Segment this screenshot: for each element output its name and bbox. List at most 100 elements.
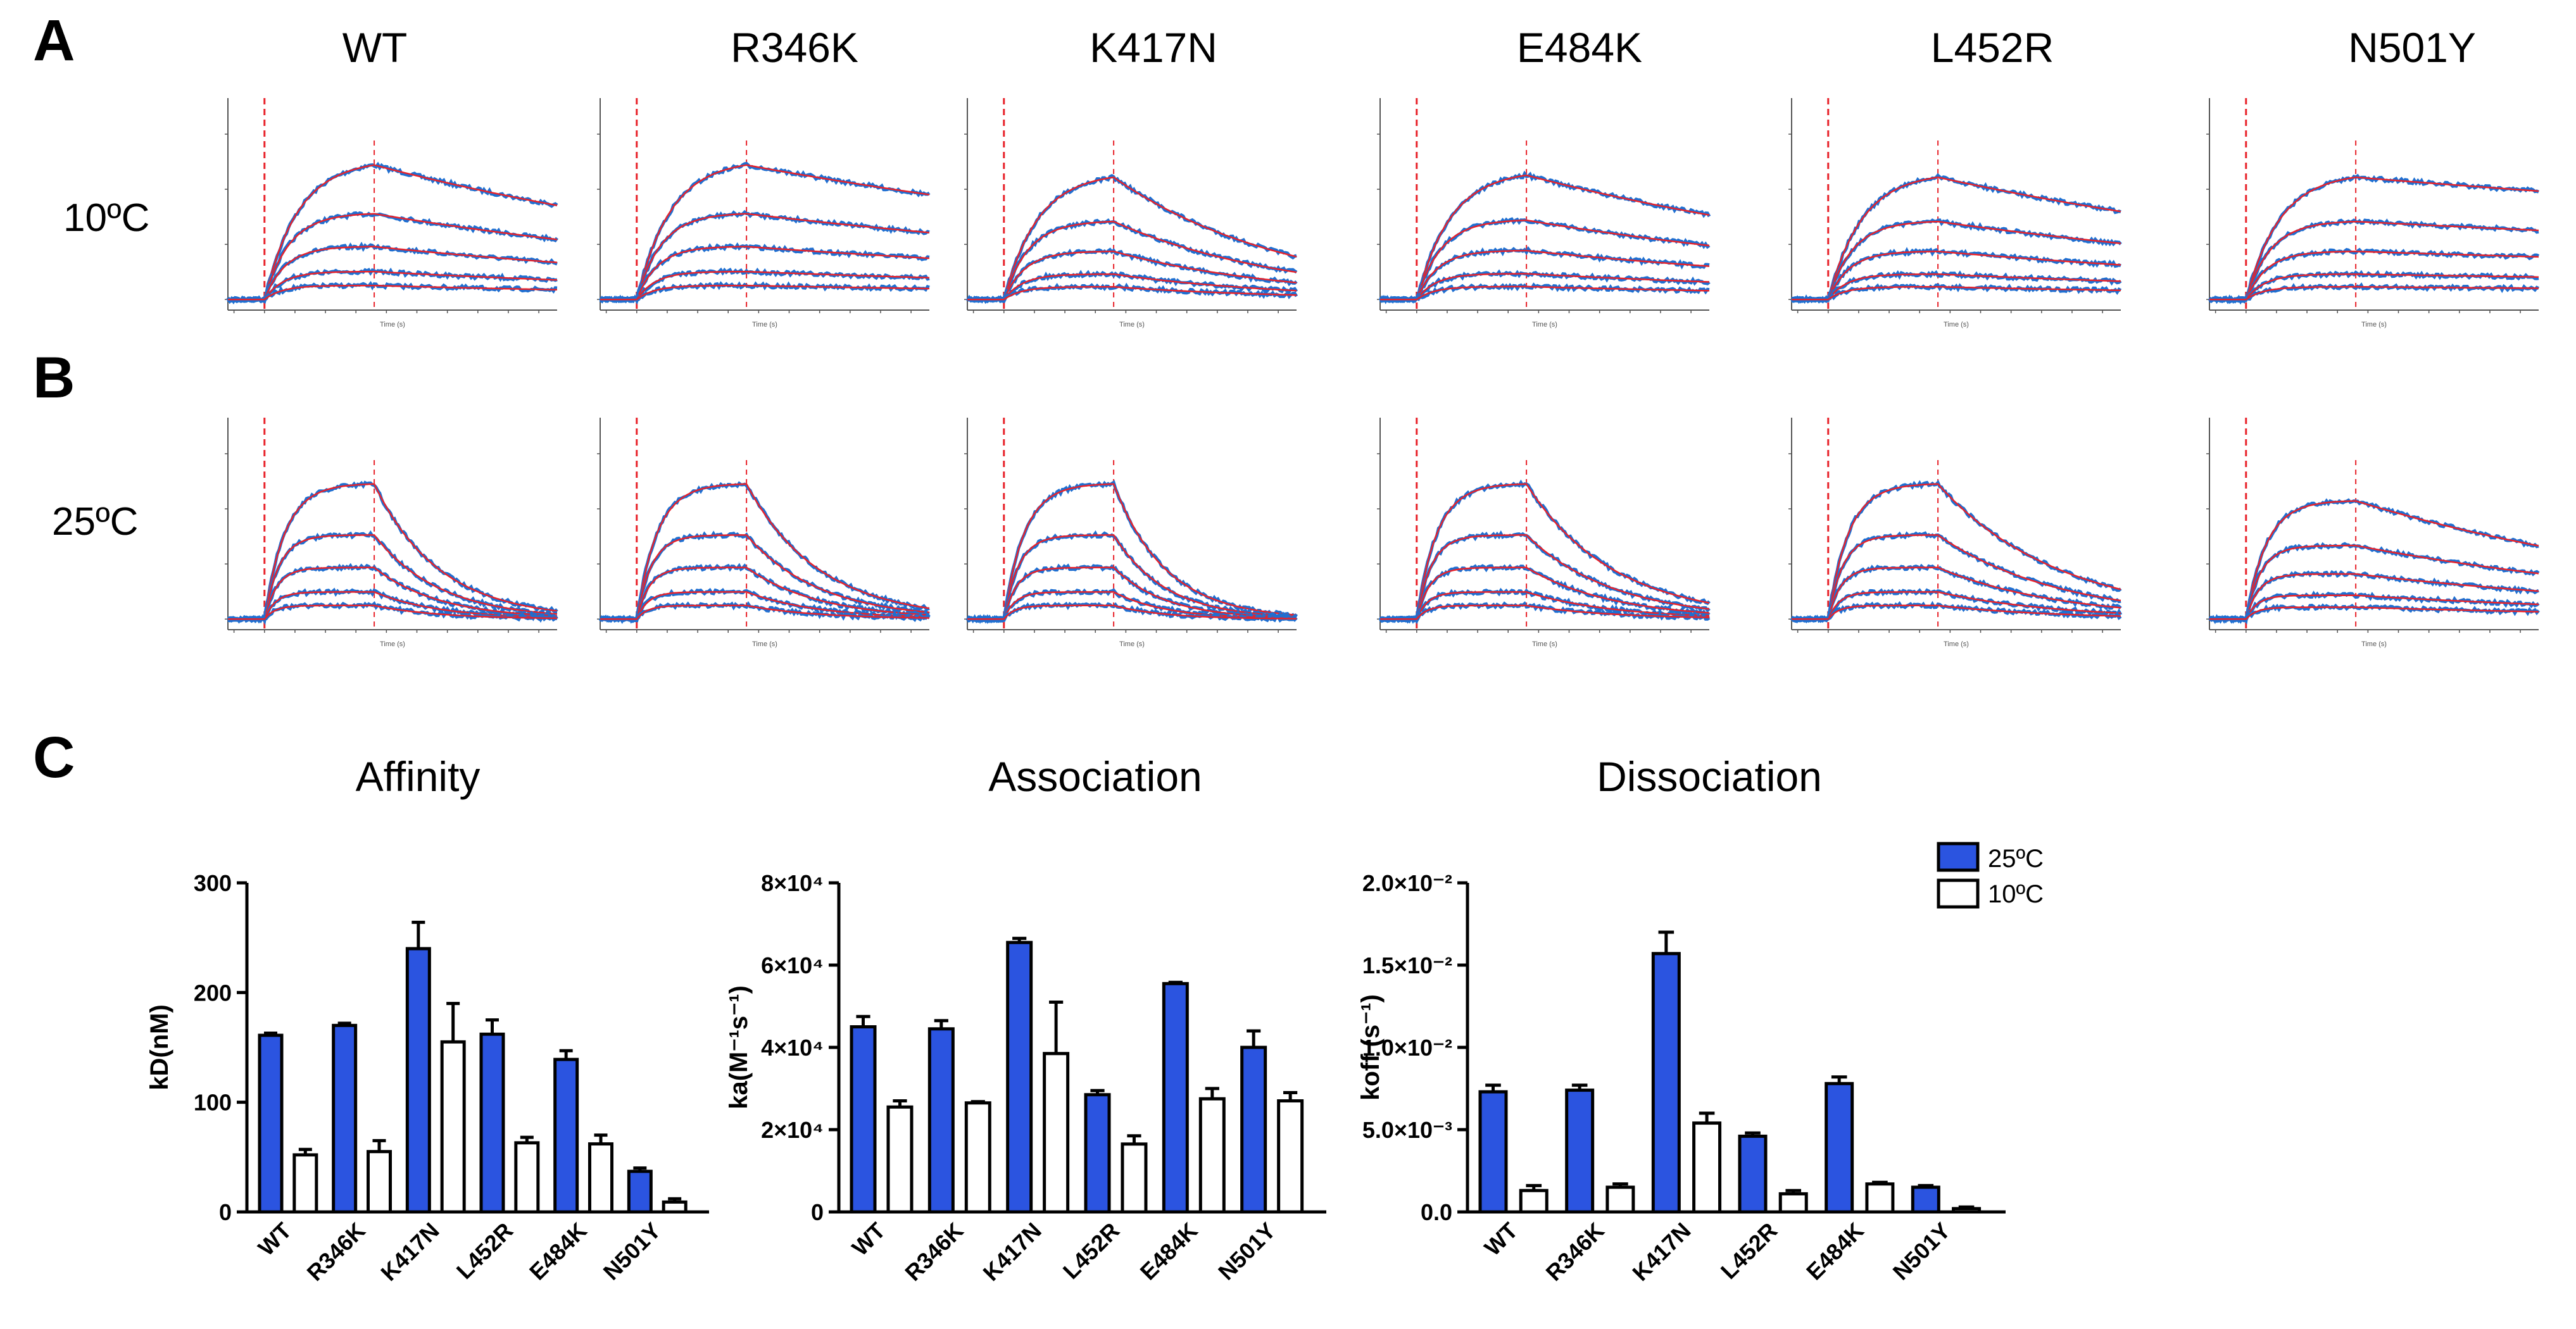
bar-y-tick-label: 0 bbox=[811, 1199, 824, 1225]
bar-25c bbox=[479, 1032, 505, 1214]
variant-title: K417N bbox=[1090, 24, 1217, 71]
bar-10c bbox=[1519, 1189, 1549, 1214]
legend: 25ºC 10ºC bbox=[1937, 842, 2044, 909]
sensorgram-fit bbox=[228, 566, 558, 620]
bar-y-axis-label: kD(nM) bbox=[146, 1004, 173, 1090]
bar-category-label: E484K bbox=[524, 1218, 592, 1285]
variant-title: R346K bbox=[731, 24, 858, 71]
bar-category-label: L452R bbox=[1716, 1218, 1782, 1284]
bar-y-tick-label: 0.0 bbox=[1421, 1199, 1452, 1225]
sensorgram-fit bbox=[2209, 500, 2539, 620]
sensorgram-axis-label: Time (s) bbox=[2361, 640, 2387, 648]
sensorgram-fit bbox=[1380, 219, 1710, 301]
bar-category-label: WT bbox=[1480, 1218, 1523, 1261]
bar-25c bbox=[1911, 1185, 1940, 1214]
sensorgram-fit bbox=[600, 246, 930, 301]
sensorgram-grid: Time (s) Time (s) Time (s) Time (s) Time (s)… bbox=[225, 98, 2540, 648]
sensorgram-trace bbox=[965, 270, 1298, 304]
legend-swatch-25c bbox=[1937, 842, 1980, 872]
bar-category-label: R346K bbox=[302, 1218, 370, 1286]
sensorgram-fit bbox=[600, 534, 930, 620]
bar-10c bbox=[886, 1105, 914, 1214]
sensorgram-fit bbox=[1792, 176, 2121, 301]
sensorgram: Time (s) bbox=[597, 418, 931, 648]
sensorgram-trace bbox=[966, 218, 1298, 304]
sensorgram-fit bbox=[2209, 176, 2539, 301]
variant-title: WT bbox=[342, 24, 408, 71]
sensorgram-fit bbox=[1380, 604, 1710, 620]
variant-title: E484K bbox=[1517, 24, 1642, 71]
sensorgram-axis-label: Time (s) bbox=[2361, 321, 2387, 328]
sensorgram-fit bbox=[1792, 604, 2121, 620]
panel-label-b: B bbox=[33, 346, 75, 410]
chart-title-association: Association bbox=[988, 753, 1202, 800]
sensorgram-fit bbox=[2209, 251, 2539, 301]
sensorgram-fit bbox=[967, 483, 1297, 620]
bar-25c bbox=[1006, 940, 1033, 1214]
sensorgram-trace bbox=[1379, 282, 1710, 303]
bar-category-label: E484K bbox=[1135, 1218, 1203, 1285]
sensorgram-fit bbox=[1380, 249, 1710, 301]
bar-25c bbox=[553, 1058, 579, 1214]
sensorgram-fit bbox=[228, 246, 558, 301]
bar-y-tick-label: 1.5×10⁻² bbox=[1362, 952, 1452, 978]
bar-25c bbox=[1738, 1134, 1768, 1214]
bar-10c bbox=[1605, 1185, 1635, 1214]
sensorgram-fit bbox=[1380, 285, 1710, 301]
sensorgram: Time (s) bbox=[1377, 418, 1711, 648]
sensorgram-axis-label: Time (s) bbox=[1119, 640, 1145, 648]
bar-10c bbox=[1277, 1099, 1304, 1214]
sensorgram-axis-label: Time (s) bbox=[1944, 321, 1969, 328]
bar-10c bbox=[662, 1200, 688, 1214]
bar-25c bbox=[1825, 1082, 1854, 1214]
chart-title-affinity: Affinity bbox=[356, 753, 481, 800]
bar-category-label: K417N bbox=[375, 1218, 444, 1286]
bar-y-tick-label: 8×10⁴ bbox=[761, 870, 824, 896]
bar-y-tick-label: 2.0×10⁻² bbox=[1362, 870, 1452, 896]
bar-25c bbox=[850, 1025, 877, 1214]
sensorgram-axis-label: Time (s) bbox=[752, 640, 777, 648]
sensorgram-fit bbox=[228, 270, 558, 301]
sensorgram-trace bbox=[598, 563, 931, 624]
sensorgram-fit bbox=[600, 604, 929, 620]
sensorgram-fit bbox=[967, 251, 1297, 301]
sensorgram-fit bbox=[2209, 573, 2539, 620]
sensorgram-trace bbox=[966, 173, 1297, 303]
bar-25c bbox=[627, 1170, 653, 1214]
bar-y-tick-label: 200 bbox=[194, 980, 232, 1006]
bar-25c bbox=[1478, 1090, 1508, 1214]
sensorgram-fit bbox=[228, 604, 558, 620]
sensorgram: Time (s) bbox=[225, 418, 558, 648]
sensorgram-fit bbox=[1792, 483, 2121, 620]
sensorgram: Time (s) bbox=[597, 98, 931, 328]
bar-category-label: R346K bbox=[900, 1218, 968, 1286]
bar-25c bbox=[927, 1027, 955, 1214]
sensorgram-fit bbox=[1792, 220, 2121, 301]
bar-10c bbox=[1952, 1207, 1982, 1214]
sensorgram-fit bbox=[228, 483, 558, 620]
panel-label-c: C bbox=[33, 725, 75, 790]
bar-y-axis-label: ka(M⁻¹s⁻¹) bbox=[725, 985, 753, 1109]
sensorgram-fit bbox=[2209, 594, 2539, 620]
sensorgram-trace bbox=[1379, 564, 1711, 624]
sensorgram: Time (s) bbox=[964, 418, 1298, 648]
bar-category-label: K417N bbox=[978, 1218, 1046, 1286]
bar-25c bbox=[1240, 1045, 1267, 1214]
bar-25c bbox=[332, 1023, 358, 1214]
bar-chart: 0 100 200 300 kD(nM) WT R346K K417N L452R E484K N5… bbox=[146, 870, 709, 1286]
sensorgram-fit bbox=[600, 566, 930, 620]
chart-title-dissociation: Dissociation bbox=[1597, 753, 1822, 800]
bar-category-label: N501Y bbox=[598, 1218, 666, 1285]
sensorgram: Time (s) bbox=[225, 98, 559, 328]
sensorgram-axis-label: Time (s) bbox=[1532, 321, 1557, 328]
bar-category-label: N501Y bbox=[1888, 1218, 1956, 1285]
sensorgram-fit bbox=[1380, 273, 1710, 301]
bar-25c bbox=[1651, 952, 1681, 1214]
bar-category-label: R346K bbox=[1541, 1218, 1609, 1286]
sensorgram-fit bbox=[1792, 591, 2121, 620]
bar-10c bbox=[964, 1101, 991, 1214]
bar-category-label: L452R bbox=[1058, 1218, 1124, 1284]
bar-y-tick-label: 2×10⁴ bbox=[761, 1117, 824, 1143]
sensorgram-trace bbox=[1379, 601, 1711, 625]
bar-category-label: L452R bbox=[451, 1218, 518, 1284]
